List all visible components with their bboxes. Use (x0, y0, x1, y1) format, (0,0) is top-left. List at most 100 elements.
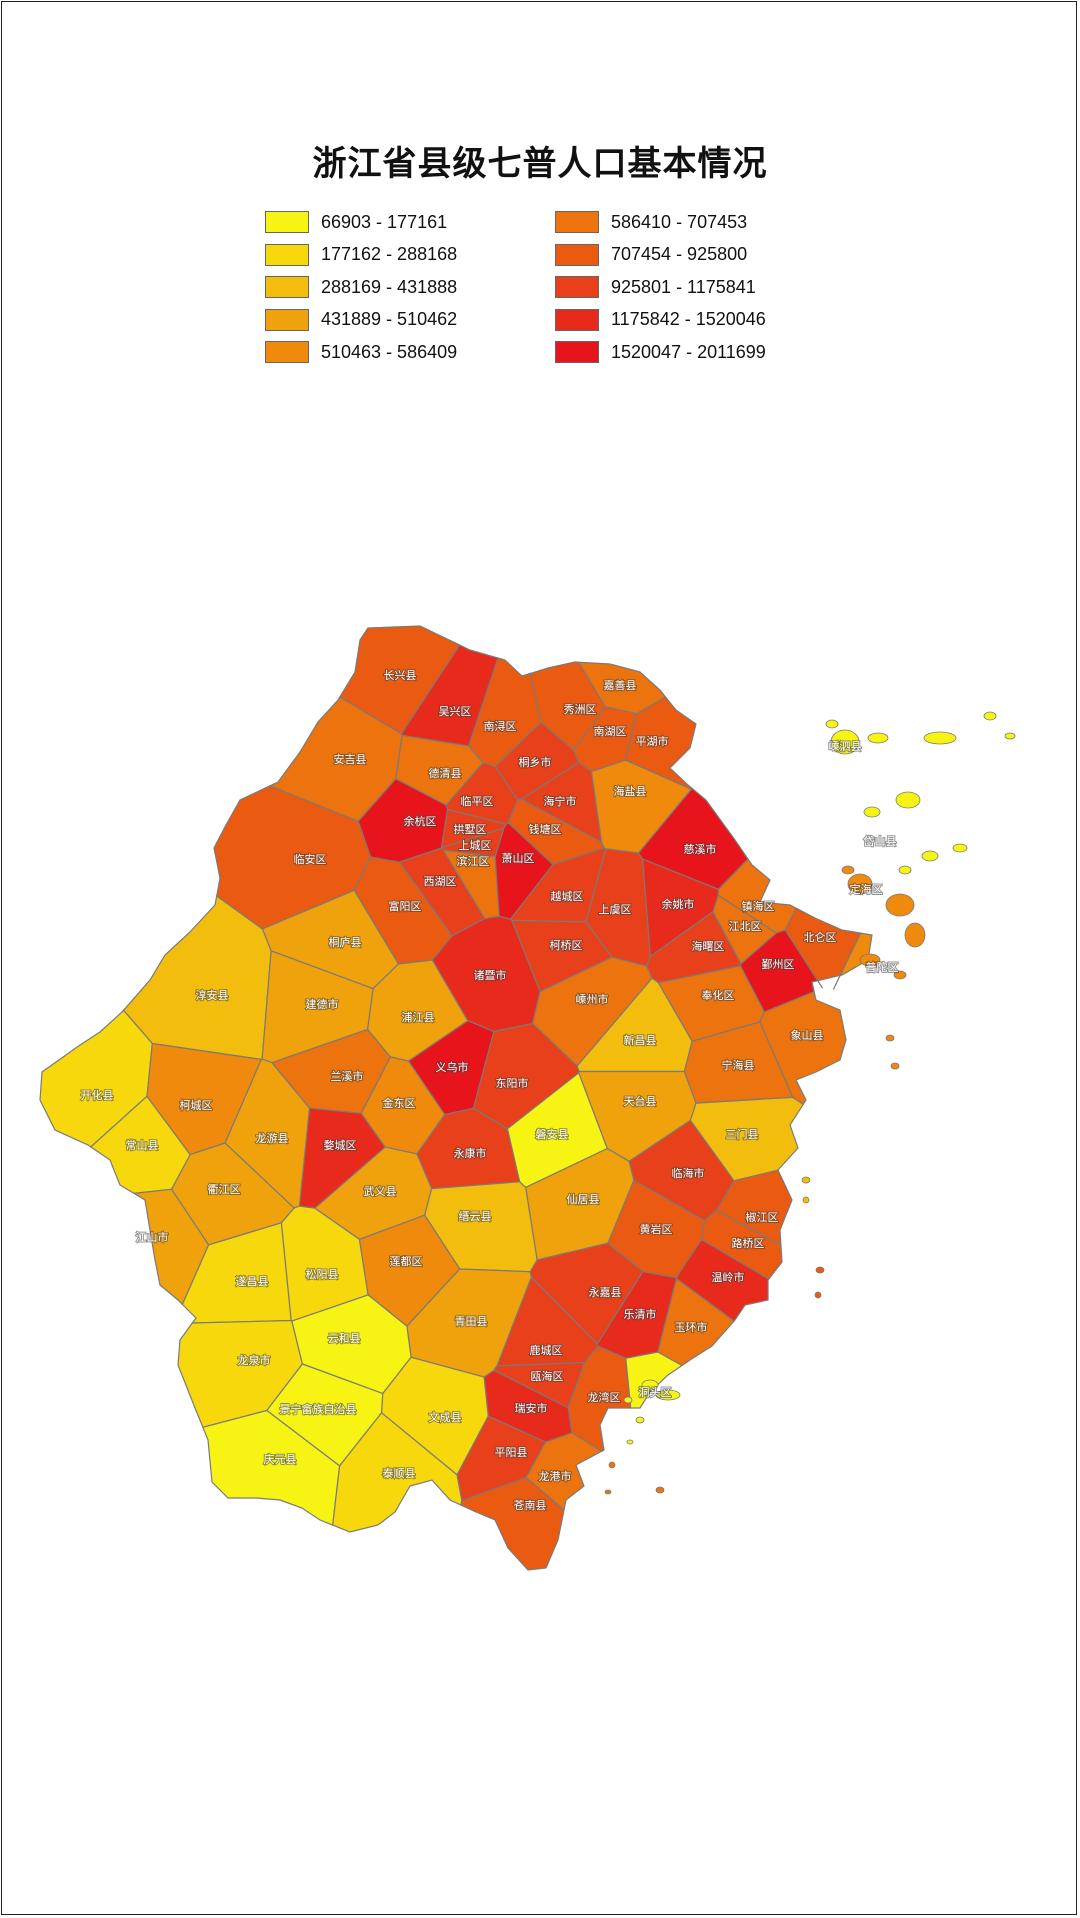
island (885, 893, 915, 917)
county-region (596, 1270, 678, 1359)
county-label: 滨江区 (457, 854, 490, 868)
island (921, 850, 939, 862)
county-label: 余姚市 (662, 897, 695, 911)
county-label: 海盐县 (614, 784, 647, 798)
county-label: 黄岩区 (640, 1222, 673, 1236)
legend-swatch (555, 276, 599, 298)
county-label: 遂昌县 (236, 1274, 269, 1288)
island (885, 1034, 895, 1042)
island (983, 711, 997, 721)
county-label: 平湖市 (636, 734, 669, 748)
county-label: 淳安县 (196, 988, 229, 1002)
county-region (460, 1476, 565, 1571)
county-region (132, 1188, 210, 1306)
county-label: 龙港市 (539, 1469, 572, 1483)
legend-swatch (555, 341, 599, 363)
county-label: 临海市 (672, 1166, 705, 1180)
county-label: 江山市 (136, 1230, 169, 1244)
county-label: 长兴县 (384, 669, 417, 682)
county-label: 富阳区 (389, 899, 422, 913)
island (825, 719, 839, 729)
county-label: 三门县 (726, 1127, 759, 1141)
county-label: 钱塘区 (529, 822, 562, 836)
legend-swatch (555, 308, 599, 331)
county-label: 浦江县 (402, 1011, 435, 1024)
county-label: 西湖区 (424, 875, 457, 888)
county-label: 婺城区 (324, 1139, 357, 1152)
county-label: 萧山区 (502, 852, 535, 865)
county-region (675, 1238, 770, 1322)
county-label: 江北区 (729, 920, 762, 933)
legend-label: 177162 - 288168 (321, 244, 458, 264)
county-label: 泰顺县 (383, 1466, 416, 1480)
county-label: 洞头区 (639, 1386, 672, 1399)
legend-label: 431889 - 510462 (321, 309, 458, 329)
county-label: 武义县 (364, 1185, 397, 1198)
island (815, 1266, 825, 1274)
county-label: 云和县 (328, 1332, 361, 1345)
county-label: 常山县 (126, 1139, 159, 1152)
legend-label: 1520047 - 2011699 (611, 341, 766, 362)
county-label: 温岭市 (712, 1270, 745, 1284)
county-label: 椒江区 (746, 1210, 779, 1224)
legend-swatch (555, 243, 599, 266)
county-label: 金东区 (383, 1096, 416, 1110)
legend-label: 66903 - 177161 (321, 211, 448, 232)
legend-swatch (265, 211, 309, 233)
county-label: 龙湾区 (588, 1390, 621, 1404)
legend-label: 288169 - 431888 (321, 276, 458, 297)
county-label: 北仑区 (804, 930, 837, 944)
county-label: 奉化区 (702, 988, 735, 1002)
legend-item: 925801 - 1175841 (555, 275, 756, 299)
island (626, 1439, 634, 1445)
island (859, 953, 881, 967)
county-label: 莲都区 (390, 1255, 423, 1268)
island (814, 1291, 822, 1299)
county-label: 平阳县 (495, 1446, 528, 1459)
county-label: 桐庐县 (329, 935, 362, 949)
county-label: 景宁畲族自治县 (280, 1402, 357, 1416)
county-label: 嵊州市 (576, 992, 609, 1006)
county-label: 临平区 (461, 794, 494, 808)
legend-swatch (555, 211, 599, 233)
county-label: 安吉县 (334, 752, 367, 766)
county-region (122, 894, 272, 1061)
county-label: 定海区 (850, 882, 883, 896)
legend-item: 510463 - 586409 (265, 340, 457, 364)
county-label: 越城区 (551, 889, 584, 903)
legend-label: 707454 - 925800 (611, 244, 748, 264)
county-label: 衢江区 (208, 1183, 241, 1196)
county-label: 龙泉市 (238, 1353, 271, 1367)
county-label: 建德市 (306, 997, 339, 1011)
island (801, 1176, 811, 1184)
county-region (832, 932, 873, 990)
island (1004, 732, 1016, 740)
legend-item: 66903 - 177161 (265, 210, 447, 234)
county-label: 苍南县 (514, 1499, 547, 1512)
county-label: 瓯海区 (531, 1369, 564, 1383)
legend-item: 707454 - 925800 (555, 243, 747, 267)
island (952, 843, 968, 853)
county-label: 普陀区 (866, 960, 899, 974)
legend-swatch (265, 308, 309, 331)
county-label: 鹿城区 (530, 1343, 563, 1357)
island (608, 1461, 616, 1469)
county-label: 嵊泗县 (829, 740, 862, 753)
county-label: 上城区 (459, 839, 492, 852)
legend-swatch (265, 243, 309, 266)
island (898, 865, 912, 875)
legend-label: 1175842 - 1520046 (611, 309, 766, 329)
county-label: 玉环市 (675, 1320, 708, 1334)
legend-label: 586410 - 707453 (611, 211, 748, 232)
county-label: 诸暨市 (474, 968, 507, 982)
county-region (624, 696, 697, 790)
legend-item: 1175842 - 1520046 (555, 308, 766, 332)
island (655, 1486, 665, 1494)
county-label: 磐安县 (536, 1127, 569, 1141)
island (890, 1062, 900, 1070)
county-label: 拱墅区 (454, 822, 487, 836)
county-label: 永康市 (454, 1146, 487, 1160)
island (641, 1379, 659, 1391)
